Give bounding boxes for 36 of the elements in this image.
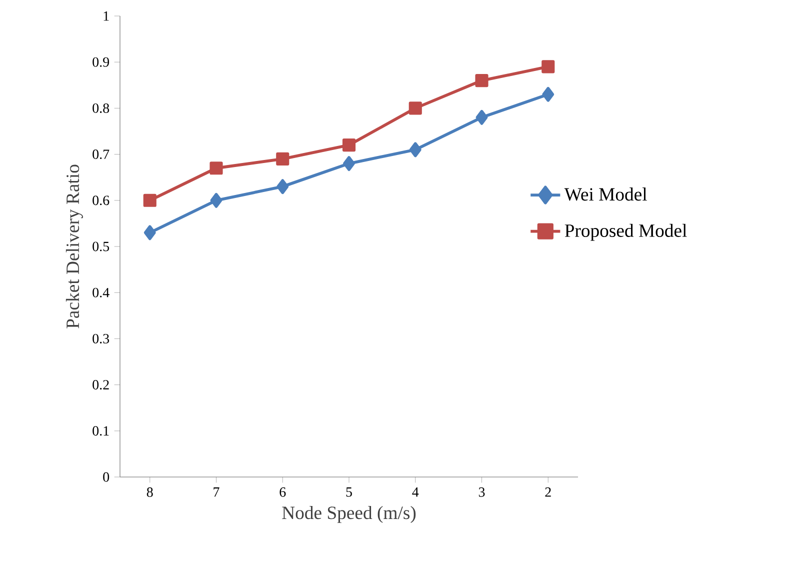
- y-tick-label: 0.7: [92, 150, 110, 160]
- y-tick-label: 0.2: [92, 380, 109, 390]
- x-tick-label: 6: [280, 487, 286, 497]
- point: [143, 194, 156, 207]
- y-tick-label: 0.1: [92, 426, 109, 436]
- point: [276, 179, 289, 194]
- y-tick-label: 0.6: [92, 196, 110, 206]
- x-tick-label: 8: [146, 487, 153, 497]
- y-tick-label: 1: [104, 11, 109, 21]
- point: [343, 156, 355, 171]
- point: [409, 142, 422, 158]
- y-tick-label: 0.3: [92, 334, 110, 344]
- point: [475, 74, 488, 88]
- x-tick-label: 3: [478, 487, 485, 497]
- x-tick-label: 5: [346, 487, 352, 497]
- legend-label: Proposed Model: [564, 224, 687, 241]
- y-tick-label: 0: [103, 472, 110, 482]
- y-tick-label: 0.8: [92, 103, 110, 113]
- x-tick-label: 7: [214, 487, 220, 497]
- point: [144, 225, 156, 240]
- point: [276, 152, 290, 166]
- point: [542, 60, 555, 74]
- y-tick-label: 0.5: [92, 242, 110, 252]
- point: [542, 86, 554, 102]
- y-tick-label: 0.9: [92, 57, 110, 67]
- point: [210, 192, 222, 208]
- y-axis-title: Packet Delivery Ratio: [66, 164, 83, 328]
- point: [408, 102, 422, 115]
- y-tick-label: 0.4: [92, 288, 110, 298]
- point: [476, 110, 488, 125]
- x-tick-label: 2: [545, 487, 551, 497]
- point: [342, 138, 356, 152]
- legend-label: Wei Model: [564, 188, 647, 201]
- x-tick-label: 4: [412, 487, 419, 497]
- x-axis-title: Node Speed (m/s): [282, 506, 416, 523]
- point: [210, 162, 223, 175]
